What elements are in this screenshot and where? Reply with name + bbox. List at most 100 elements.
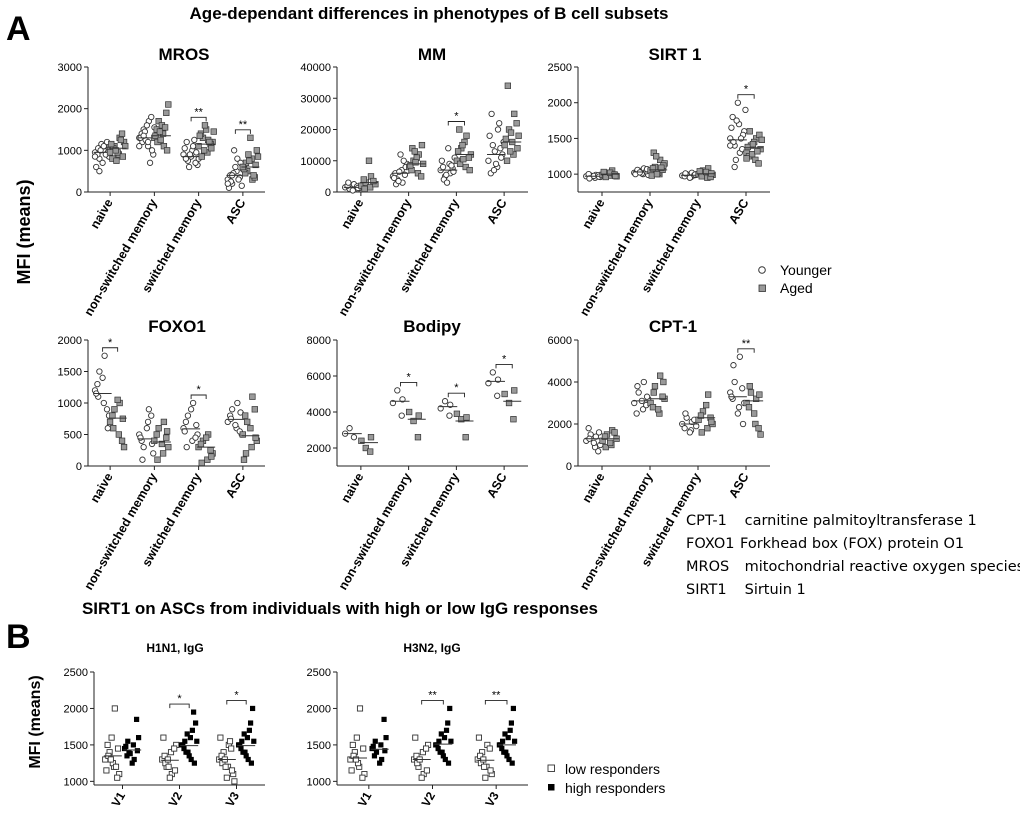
data-point-younger: [185, 163, 193, 171]
data-point-aged: [513, 120, 520, 127]
data-point-aged: [514, 145, 521, 152]
legend-younger-label: Younger: [780, 262, 832, 278]
data-point-low: [480, 756, 487, 763]
data-point-younger: [445, 145, 452, 152]
abbreviation-key: CPT-1: [686, 513, 727, 529]
data-point-low: [171, 767, 179, 774]
legend-younger-marker: [758, 266, 766, 274]
data-point-low: [160, 734, 167, 741]
data-point-younger: [93, 163, 100, 171]
data-point-low: [104, 741, 111, 748]
data-point-low: [412, 734, 419, 741]
data-point-aged: [607, 439, 614, 447]
data-point-low: [103, 767, 110, 774]
data-point-aged: [754, 148, 761, 155]
data-point-aged: [163, 428, 171, 435]
data-point-aged: [456, 126, 463, 133]
y-tick-label: 1000: [58, 145, 82, 157]
data-point-aged: [367, 184, 374, 191]
significance-bracket: [737, 94, 755, 99]
data-point-younger: [191, 136, 198, 144]
significance-bracket: [737, 348, 755, 353]
y-tick-label: 8000: [307, 335, 331, 347]
x-tick-label: ASC: [223, 197, 248, 227]
data-point-high: [373, 749, 380, 755]
data-point-low: [114, 745, 122, 752]
data-point-high: [249, 705, 256, 712]
data-point-aged: [120, 443, 128, 451]
data-point-high: [510, 705, 516, 712]
data-point-younger: [742, 106, 749, 114]
data-point-high: [123, 743, 129, 749]
data-point-low: [475, 734, 482, 741]
data-point-low: [423, 745, 430, 752]
data-point-aged: [515, 132, 522, 139]
data-point-younger: [101, 352, 108, 359]
data-point-younger: [492, 160, 500, 168]
data-point-high: [507, 727, 513, 733]
data-point-aged: [208, 145, 215, 152]
significance-label: *: [196, 384, 201, 396]
significance-label: *: [234, 689, 239, 701]
data-point-younger: [234, 155, 241, 162]
y-tick-label: 2500: [548, 62, 572, 74]
data-point-younger: [635, 389, 642, 396]
significance-label: **: [239, 119, 248, 131]
data-point-younger: [693, 422, 700, 430]
data-point-high: [182, 738, 188, 744]
significance-bracket: [447, 392, 465, 398]
abbreviation-row: SIRT1 Sirtuin 1: [686, 579, 1020, 602]
data-point-younger: [224, 180, 231, 187]
data-point-aged: [358, 437, 365, 444]
data-point-younger: [193, 421, 200, 429]
data-point-high: [246, 727, 252, 733]
data-point-younger: [235, 176, 242, 183]
data-point-aged: [704, 425, 711, 432]
data-point-high: [505, 735, 511, 741]
data-point-younger: [140, 132, 147, 139]
data-point-younger: [643, 393, 651, 400]
data-point-aged: [752, 420, 759, 428]
data-point-aged: [653, 170, 661, 178]
data-point-aged: [649, 404, 657, 411]
data-point-high: [383, 735, 389, 741]
data-point-younger: [192, 159, 199, 166]
data-point-aged: [753, 395, 760, 402]
data-point-high: [125, 738, 131, 744]
chart-1: MM010000200003000040000naivenon-switched…: [300, 45, 528, 318]
data-point-younger: [686, 429, 693, 436]
data-point-aged: [160, 418, 168, 426]
x-tick-label: naive: [579, 196, 607, 231]
significance-bracket: [400, 381, 418, 387]
data-point-aged: [466, 166, 473, 174]
abbreviation-key: SIRT1: [686, 582, 727, 598]
data-point-aged: [360, 176, 367, 183]
y-tick-label: 1500: [58, 367, 82, 379]
data-point-aged: [417, 173, 425, 180]
significance-label: **: [194, 106, 203, 118]
y-tick-label: 2000: [58, 104, 82, 116]
data-point-aged: [504, 82, 511, 89]
data-point-high: [248, 760, 254, 766]
data-point-aged: [117, 136, 124, 144]
data-point-aged: [651, 383, 659, 390]
significance-label: **: [428, 689, 437, 701]
data-point-aged: [114, 396, 121, 403]
data-point-aged: [367, 448, 374, 455]
data-point-aged: [161, 124, 169, 131]
data-point-low: [228, 767, 236, 774]
data-point-aged: [698, 429, 705, 436]
data-point-younger: [729, 113, 736, 121]
x-tick-label: ASC: [726, 471, 751, 501]
data-point-aged: [242, 450, 250, 457]
chart-title: H1N1, IgG: [146, 641, 203, 655]
data-point-younger: [485, 157, 492, 164]
data-point-high: [379, 756, 385, 763]
data-point-younger: [631, 399, 638, 407]
data-point-aged: [743, 155, 750, 162]
significance-bracket: [495, 363, 513, 369]
data-point-aged: [252, 161, 259, 169]
data-point-low: [482, 774, 489, 781]
